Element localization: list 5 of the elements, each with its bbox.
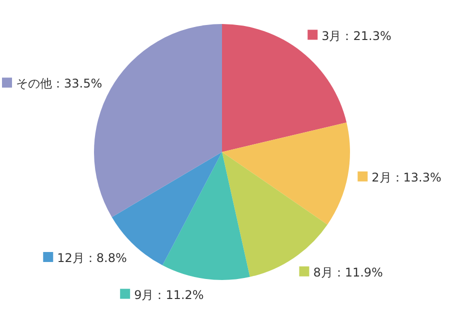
legend-label: 2月：13.3% <box>372 170 442 184</box>
legend-label: 3月：21.3% <box>322 28 392 43</box>
legend-label: 12月：8.8% <box>57 251 127 265</box>
legend-label: 8月：11.9% <box>313 265 383 280</box>
legend-label: 9月：11.2% <box>134 288 204 302</box>
